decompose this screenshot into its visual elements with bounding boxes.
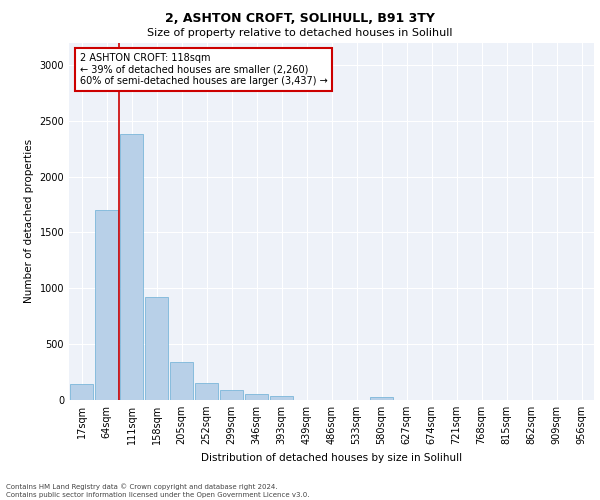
Bar (370, 396, 393, 400)
Bar (170, 362, 193, 400)
Bar (95, 210, 118, 400)
Y-axis label: Number of detached properties: Number of detached properties (24, 139, 34, 304)
Bar (70, 384, 93, 400)
Bar (120, 134, 143, 400)
Bar (195, 382, 218, 400)
Bar (270, 396, 293, 400)
Text: 2, ASHTON CROFT, SOLIHULL, B91 3TY: 2, ASHTON CROFT, SOLIHULL, B91 3TY (165, 12, 435, 26)
Text: Contains public sector information licensed under the Open Government Licence v3: Contains public sector information licen… (6, 492, 310, 498)
Bar (245, 394, 268, 400)
Text: Contains HM Land Registry data © Crown copyright and database right 2024.: Contains HM Land Registry data © Crown c… (6, 484, 277, 490)
X-axis label: Distribution of detached houses by size in Solihull: Distribution of detached houses by size … (201, 452, 462, 462)
Bar (220, 390, 243, 400)
Bar (145, 297, 168, 400)
Text: 2 ASHTON CROFT: 118sqm
← 39% of detached houses are smaller (2,260)
60% of semi-: 2 ASHTON CROFT: 118sqm ← 39% of detached… (79, 53, 327, 86)
Text: Size of property relative to detached houses in Solihull: Size of property relative to detached ho… (147, 28, 453, 38)
